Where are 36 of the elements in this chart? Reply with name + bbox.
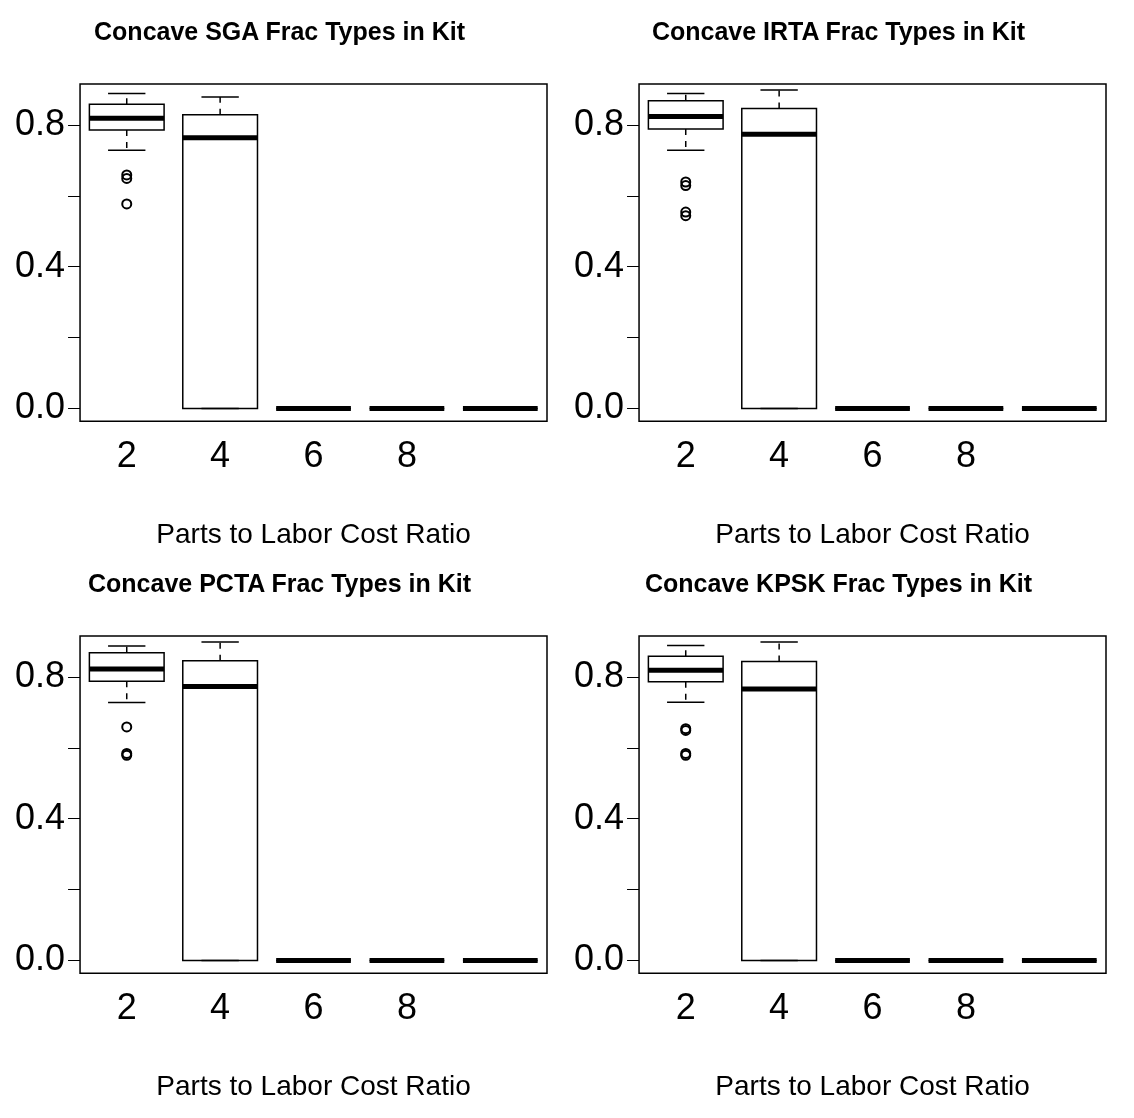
x-tick-label: 4 — [210, 433, 231, 475]
x-tick-label: 2 — [675, 433, 696, 475]
x-tick-label: 2 — [116, 985, 137, 1027]
x-tick-label: 2 — [116, 433, 137, 475]
y-tick-label: 0.4 — [574, 243, 625, 285]
y-tick-label: 0.4 — [15, 243, 66, 285]
x-axis-title: Parts to Labor Cost Ratio — [715, 517, 1030, 549]
y-tick-label: 0.8 — [15, 654, 66, 696]
x-tick-label: 4 — [769, 985, 790, 1027]
x-axis-title: Parts to Labor Cost Ratio — [156, 517, 471, 549]
x-tick-label: 4 — [210, 985, 231, 1027]
chart-title: Concave SGA Frac Types in Kit — [94, 16, 466, 45]
x-tick-label: 8 — [955, 985, 976, 1027]
y-tick-label: 0.0 — [574, 385, 625, 427]
x-axis-title: Parts to Labor Cost Ratio — [715, 1069, 1030, 1101]
x-tick-label: 6 — [862, 985, 883, 1027]
x-tick-label: 8 — [396, 985, 417, 1027]
y-tick-label: 0.0 — [15, 937, 66, 979]
y-tick-label: 0.8 — [574, 102, 625, 144]
y-tick-label: 0.0 — [15, 385, 66, 427]
y-tick-label: 0.4 — [15, 795, 66, 837]
x-tick-label: 8 — [955, 433, 976, 475]
y-tick-label: 0.0 — [574, 937, 625, 979]
x-tick-label: 2 — [675, 985, 696, 1027]
x-tick-label: 6 — [862, 433, 883, 475]
chart-title: Concave PCTA Frac Types in Kit — [88, 568, 472, 597]
x-tick-label: 4 — [769, 433, 790, 475]
y-tick-label: 0.4 — [574, 795, 625, 837]
y-tick-label: 0.8 — [574, 654, 625, 696]
x-axis-title: Parts to Labor Cost Ratio — [156, 1069, 471, 1101]
x-tick-label: 6 — [303, 985, 324, 1027]
x-tick-label: 8 — [396, 433, 417, 475]
chart-title: Concave KPSK Frac Types in Kit — [644, 568, 1033, 597]
y-tick-label: 0.8 — [15, 102, 66, 144]
x-tick-label: 6 — [303, 433, 324, 475]
chart-title: Concave IRTA Frac Types in Kit — [651, 16, 1026, 45]
